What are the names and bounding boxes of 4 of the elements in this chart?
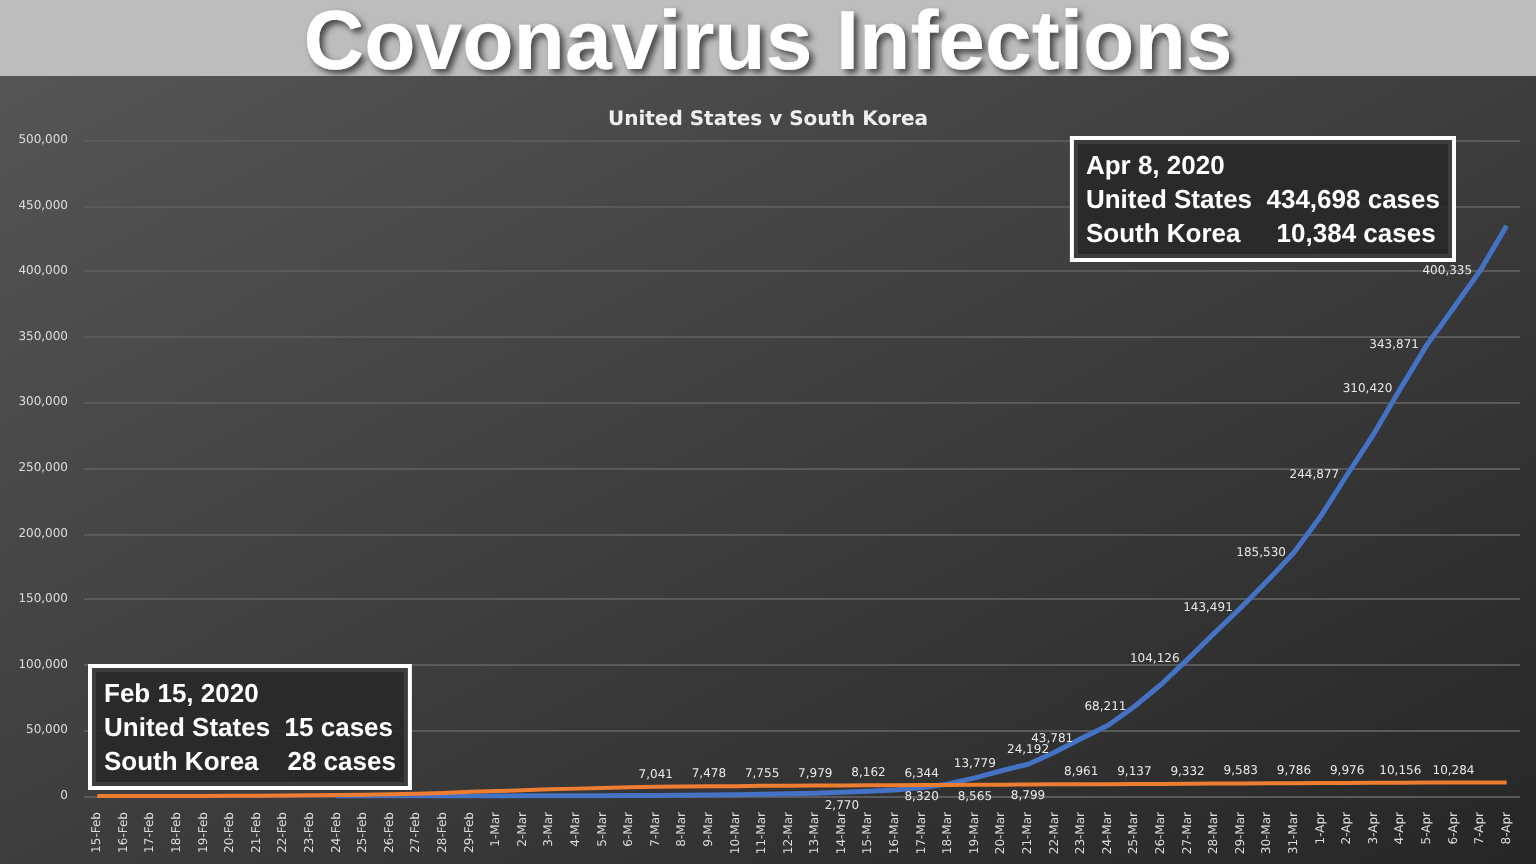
chart-title: Covonavirus Infections [303, 0, 1233, 87]
chart-subtitle: United States v South Korea [607, 109, 929, 131]
annotation: Feb 15, 2020 United States 15 cases South Korea 28 cases [104, 678, 396, 776]
annotation: Apr 8, 2020 United States 434,698 cases South Korea 10,384 cases [1085, 150, 1441, 248]
